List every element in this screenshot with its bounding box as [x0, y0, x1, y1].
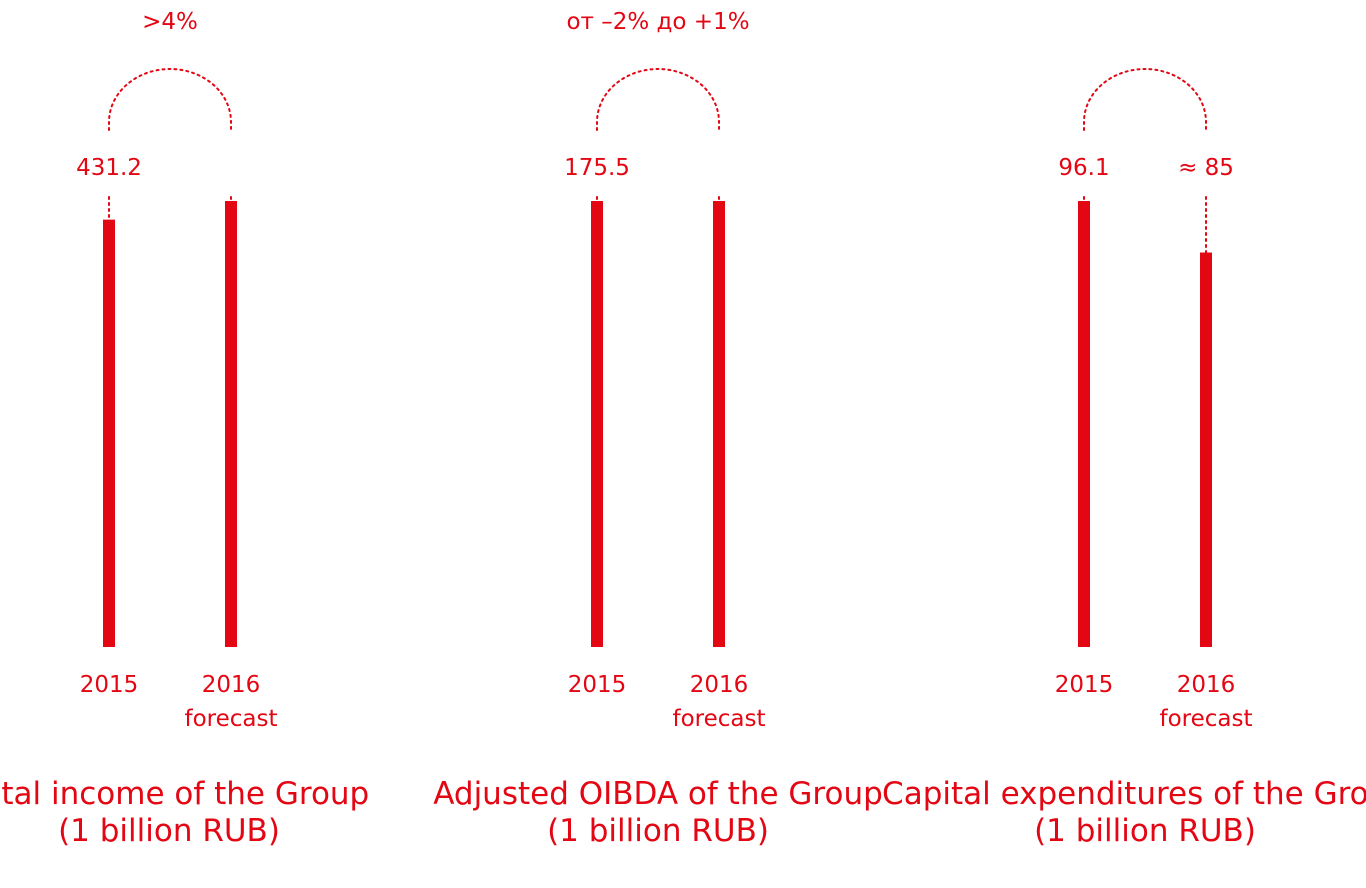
bar-0: [1078, 201, 1090, 647]
chart-unit: (1 billion RUB): [1034, 813, 1256, 849]
chart-caption: Adjusted OIBDA of the Group (1 billion R…: [433, 776, 883, 850]
chart-unit: (1 billion RUB): [58, 813, 280, 849]
tick-label-2016-sub: forecast: [184, 706, 278, 732]
tick-label-2016-sub: forecast: [1159, 706, 1253, 732]
change-label: >4%: [142, 9, 198, 35]
value-label-2016: ≈ 85: [1178, 155, 1234, 181]
bar-1: [225, 201, 237, 647]
chart-total-income-marks: [103, 68, 237, 648]
tick-label-2016: 2016: [689, 672, 749, 698]
chart-caption: Total income of the Group (1 billion RUB…: [0, 776, 369, 850]
change-arc: [1083, 68, 1207, 131]
bar-0: [103, 219, 115, 648]
tick-label-2015: 2015: [1054, 672, 1114, 698]
chart-caption: Capital expenditures of the Group (1 bil…: [882, 776, 1366, 850]
chart-adjusted-oibda-marks: [591, 68, 725, 647]
chart-title: Total income of the Group: [0, 776, 370, 812]
value-label-2015: 175.5: [564, 155, 630, 181]
value-label-2015: 431.2: [76, 155, 142, 181]
change-arc: [108, 68, 232, 131]
bar-0: [591, 201, 603, 647]
chart-capital-expenditures-marks: [1078, 68, 1212, 648]
tick-label-2016-sub: forecast: [672, 706, 766, 732]
tick-label-2015: 2015: [567, 672, 627, 698]
bar-1: [713, 201, 725, 647]
change-arc: [596, 68, 720, 131]
bar-1: [1200, 252, 1212, 648]
chart-total-income: >4% 431.2 2015 2016 forecast Total incom…: [0, 0, 439, 888]
chart-capital-expenditures: 96.1 ≈ 85 2015 2016 forecast Capital exp…: [882, 0, 1366, 888]
chart-title: Adjusted OIBDA of the Group: [433, 776, 883, 812]
tick-label-2016: 2016: [1176, 672, 1236, 698]
chart-unit: (1 billion RUB): [547, 813, 769, 849]
chart-adjusted-oibda: от –2% до +1% 175.5 2015 2016 forecast A…: [433, 0, 927, 888]
tick-label-2015: 2015: [79, 672, 139, 698]
chart-title: Capital expenditures of the Group: [882, 776, 1366, 812]
tick-label-2016: 2016: [201, 672, 261, 698]
change-label: от –2% до +1%: [566, 9, 750, 35]
value-label-2015: 96.1: [1058, 155, 1110, 181]
